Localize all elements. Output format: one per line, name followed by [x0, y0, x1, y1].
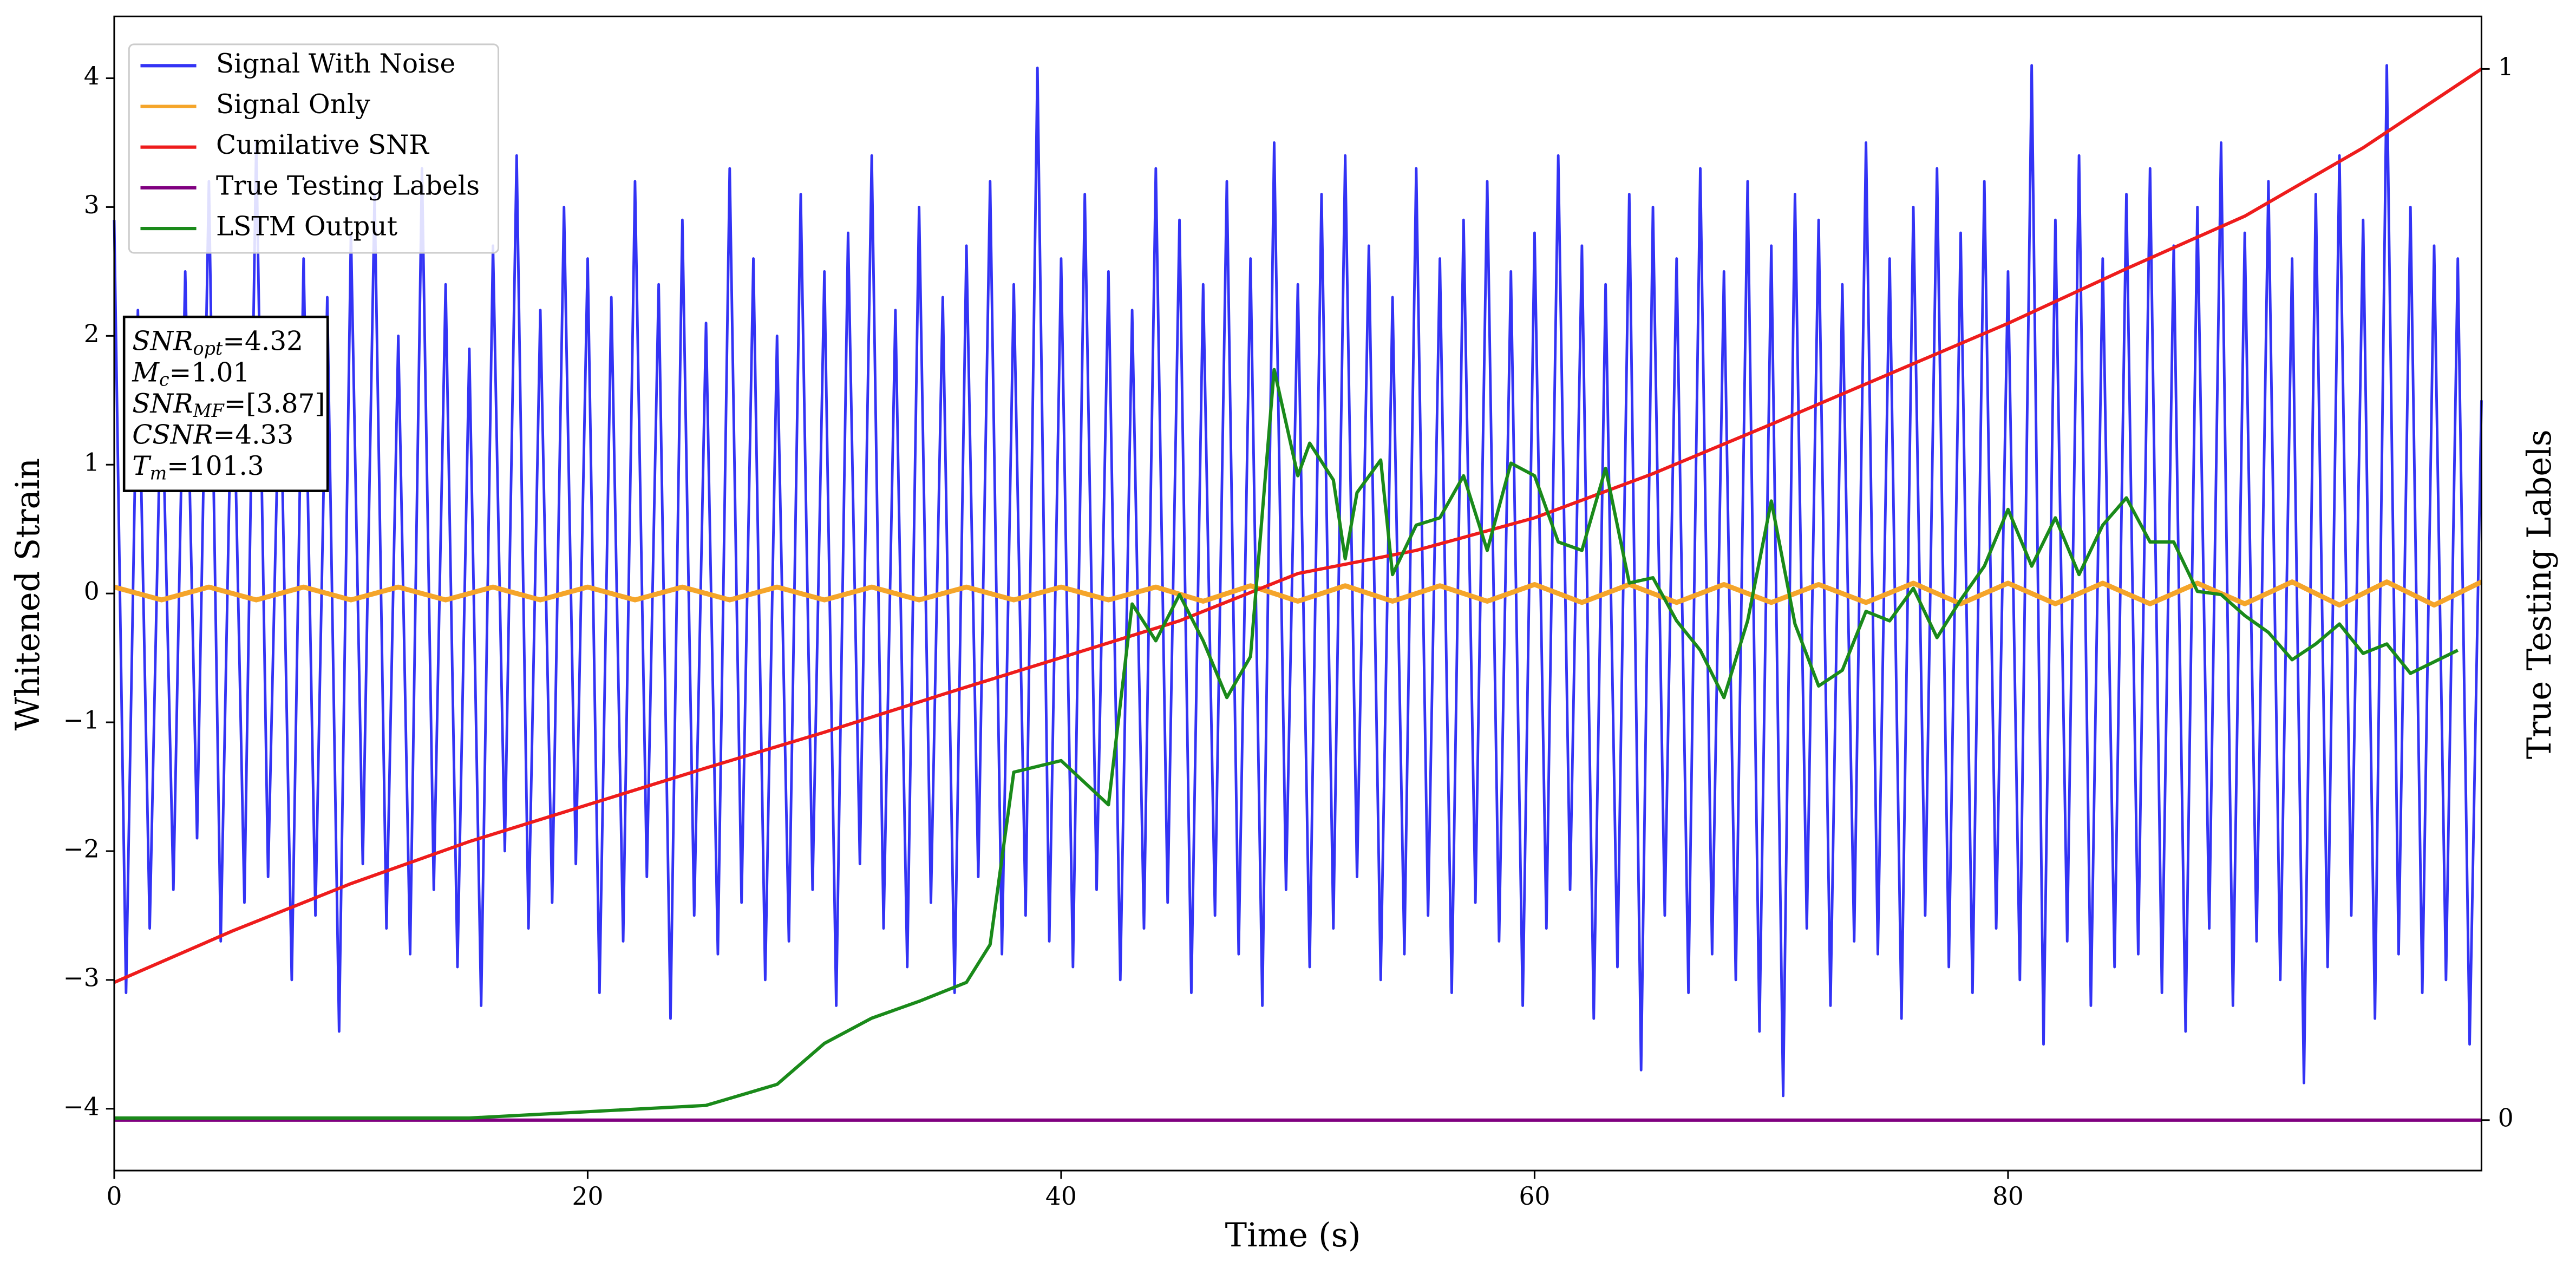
series-line	[113, 67, 2483, 984]
series-line	[114, 368, 2459, 1120]
legend-label: Signal Only	[216, 89, 370, 120]
y-axis-label: Whitened Strain	[9, 458, 47, 730]
y-tick-label: 0	[84, 577, 100, 606]
x-tick-label: 20	[572, 1182, 604, 1211]
legend-label: LSTM Output	[216, 212, 398, 242]
annotation-symbol: CSNR	[132, 420, 213, 450]
y-tick-label: −4	[63, 1092, 100, 1121]
annotation-subscript: m	[150, 462, 167, 484]
annotation-subscript: c	[159, 369, 169, 390]
plot-area	[113, 64, 2483, 1122]
annotation-line: SNRMF=[3.87]	[132, 388, 325, 421]
y2-tick-label: 1	[2498, 53, 2514, 81]
y2-axis-label: True Testing Labels	[2521, 429, 2559, 759]
annotation-value: =4.33	[213, 420, 294, 450]
y-tick-label: 4	[84, 62, 100, 90]
x-tick-label: 80	[1992, 1182, 2024, 1211]
y2-tick-label: 0	[2498, 1103, 2514, 1132]
series-line	[113, 579, 2483, 608]
legend-label: Cumilative SNR	[216, 130, 429, 160]
annotation-value: =[3.87]	[224, 388, 325, 419]
y-tick-label: −2	[63, 834, 100, 863]
x-axis-label: Time (s)	[1225, 1217, 1361, 1255]
annotation-line: Mc=1.01	[132, 357, 250, 390]
annotation-line: CSNR=4.33	[132, 420, 293, 450]
annotation-value: =101.3	[167, 451, 264, 481]
annotation-symbol: SNR	[132, 388, 193, 419]
legend-label: Signal With Noise	[216, 49, 455, 79]
y-tick-label: −3	[63, 963, 100, 992]
annotation-subscript: MF	[193, 400, 225, 421]
annotation-line: Tm=101.3	[132, 451, 264, 484]
y-tick-label: 3	[84, 191, 100, 219]
y-tick-label: 1	[84, 448, 100, 477]
legend-label: True Testing Labels	[216, 171, 480, 201]
annotation-symbol: M	[132, 357, 160, 388]
annotation-box	[122, 315, 329, 492]
legend: Signal With Noise Signal Only Cumilative S…	[128, 43, 500, 254]
x-tick-label: 60	[1519, 1182, 1551, 1211]
x-tick-label: 0	[106, 1182, 122, 1211]
annotation-symbol: T	[132, 451, 152, 481]
annotation-subscript: opt	[193, 338, 223, 359]
legend-box	[128, 43, 500, 254]
annotation-value: =1.01	[169, 357, 250, 388]
series-line	[113, 64, 2483, 1097]
annotation-value: =4.32	[223, 326, 303, 356]
annotation-symbol: SNR	[132, 326, 193, 356]
y-tick-label: 2	[84, 319, 100, 348]
annotation: SNRopt=4.32Mc=1.01SNRMF=[3.87]CSNR=4.33T…	[122, 315, 329, 492]
y-tick-label: −1	[63, 706, 100, 735]
x-tick-label: 40	[1045, 1182, 1077, 1211]
annotation-line: SNRopt=4.32	[132, 326, 303, 359]
